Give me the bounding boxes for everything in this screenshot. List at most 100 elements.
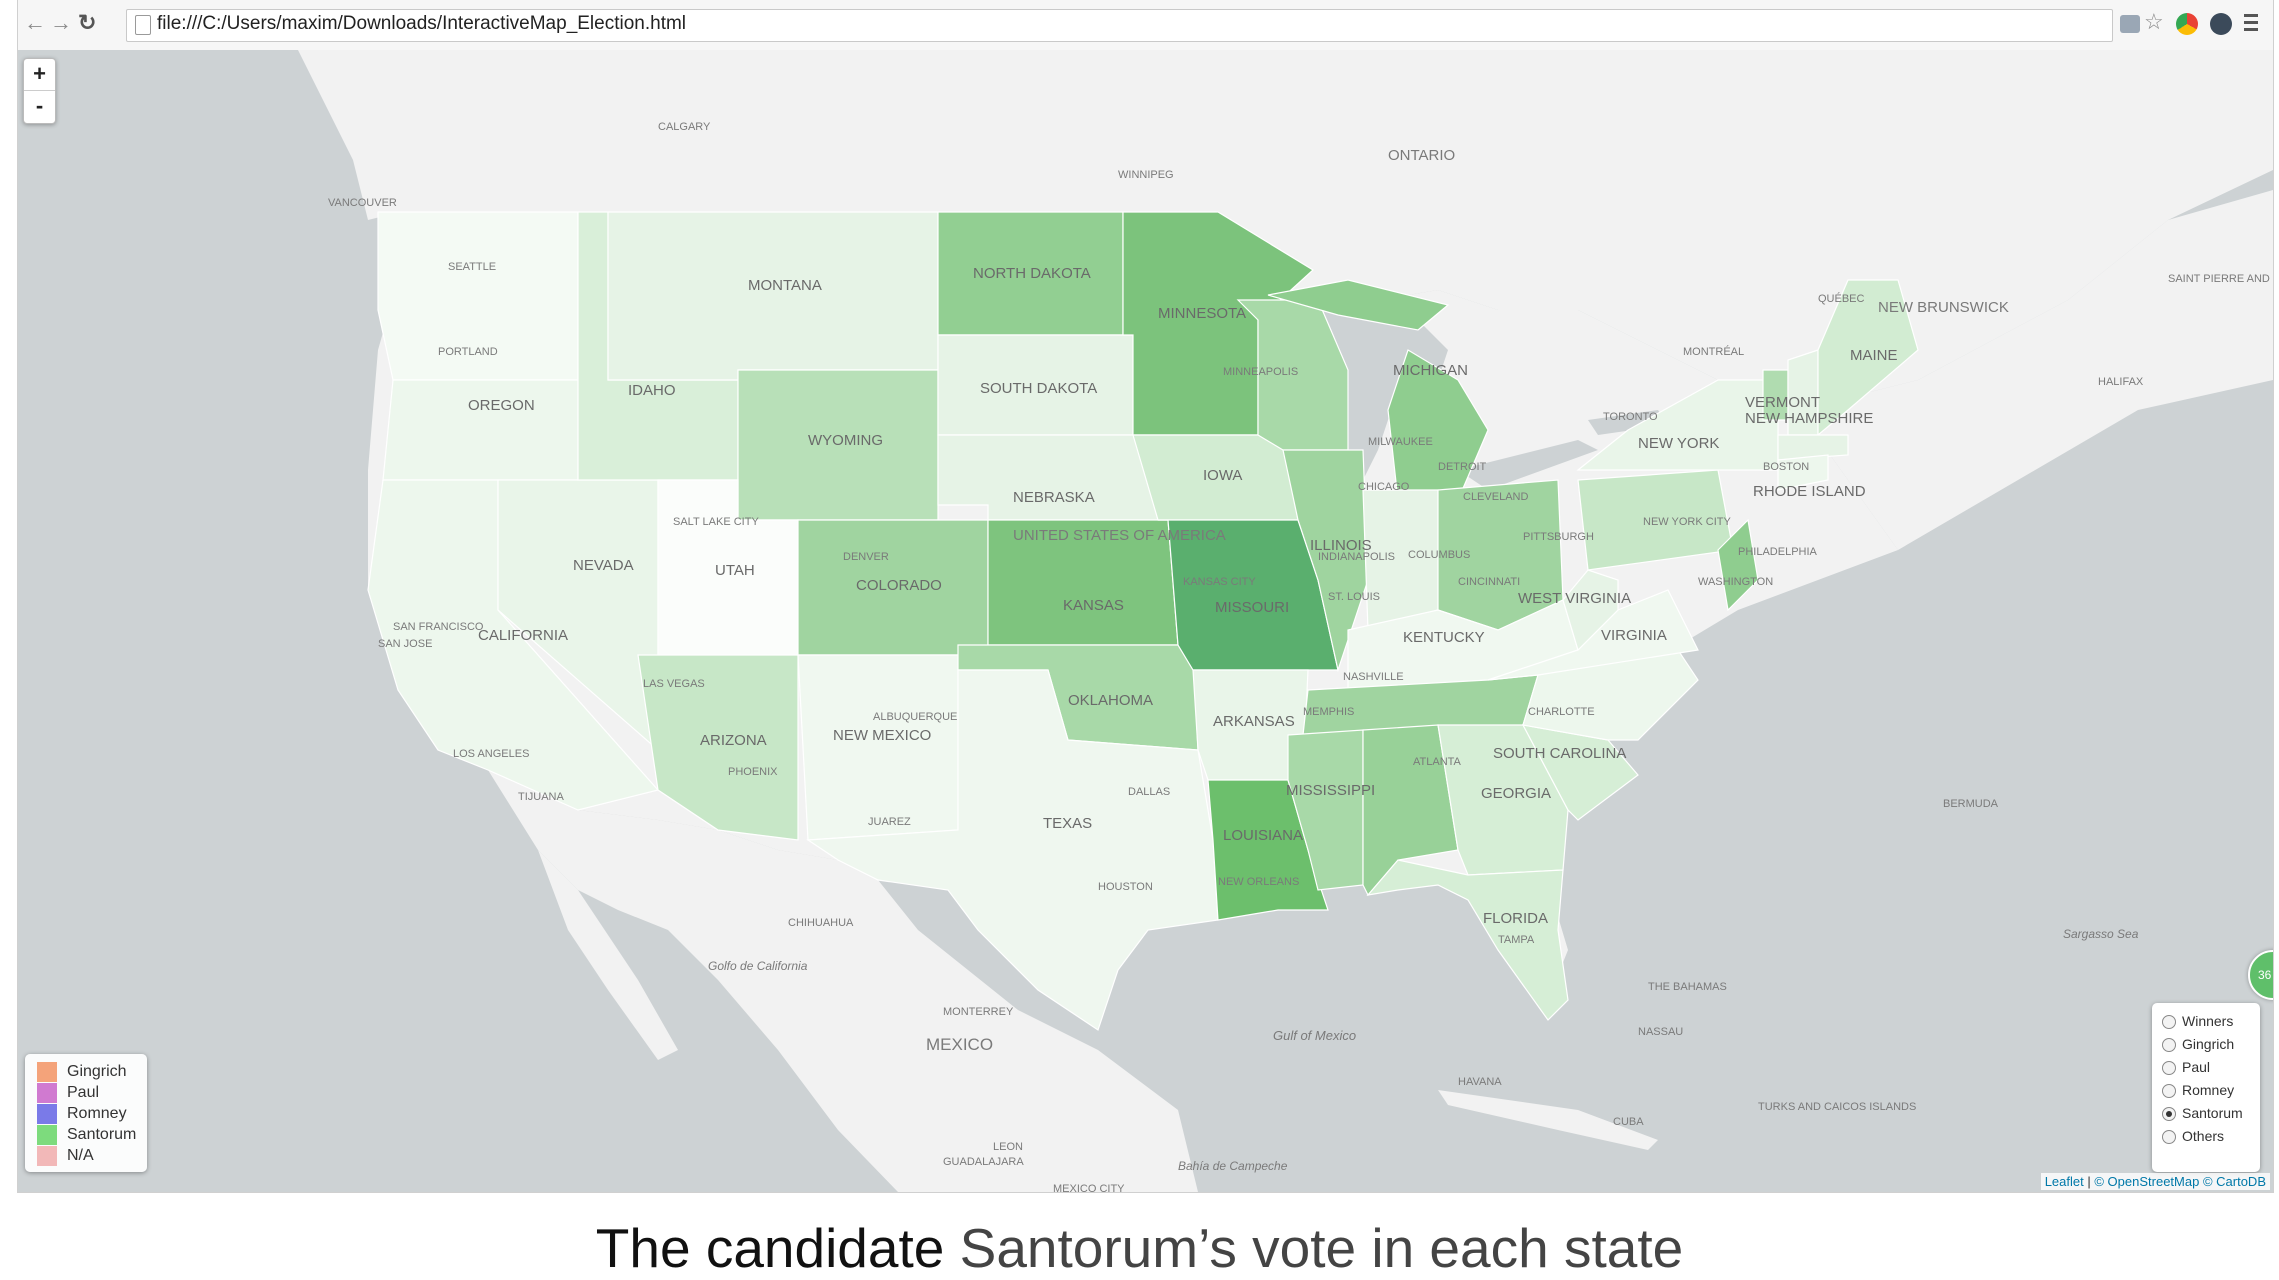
label-atlanta: ATLANTA [1413, 756, 1462, 768]
address-bar[interactable]: file:///C:/Users/maxim/Downloads/Interac… [126, 9, 2113, 42]
layer-label: Winners [2182, 1013, 2234, 1029]
label-pittsburgh: PITTSBURGH [1523, 531, 1594, 543]
layer-label: Others [2182, 1128, 2225, 1144]
layer-label: Gingrich [2182, 1036, 2235, 1052]
state-massachusetts [1777, 434, 1849, 461]
page-icon [135, 15, 151, 35]
zoom-in-button[interactable]: + [33, 61, 46, 86]
layer-label: Romney [2182, 1082, 2235, 1098]
label-winnipeg: WINNIPEG [1118, 169, 1174, 181]
legend-swatch [37, 1062, 57, 1082]
radio-button[interactable] [2162, 1061, 2176, 1075]
label-california: CALIFORNIA [478, 627, 568, 644]
state-new-jersey [1717, 518, 1759, 612]
label-monterrey: MONTERREY [943, 1006, 1014, 1018]
osm-link[interactable]: © OpenStreetMap [2094, 1174, 2200, 1189]
label-halifax: HALIFAX [2098, 376, 2144, 388]
label-calgary: CALGARY [658, 121, 711, 133]
label-albuquerque: ALBUQUERQUE [873, 711, 957, 723]
label-ontario: ONTARIO [1388, 147, 1455, 164]
menu-icon[interactable] [2244, 14, 2258, 36]
label-new-hampshire: NEW HAMPSHIRE [1745, 410, 1873, 427]
legend-swatch [37, 1146, 57, 1166]
carto-link[interactable]: © CartoDB [2202, 1174, 2266, 1189]
label-kansas-city: KANSAS CITY [1183, 576, 1256, 588]
state-illinois [1282, 449, 1369, 673]
label-bahia-campeche: Bahía de Campeche [1178, 1159, 1288, 1173]
label-memphis: MEMPHIS [1303, 706, 1354, 718]
translate-icon[interactable] [2120, 15, 2140, 33]
label-rhode-island: RHODE ISLAND [1753, 483, 1866, 500]
label-toronto: TORONTO [1603, 411, 1658, 423]
map-view[interactable]: CALGARY WINNIPEG ONTARIO VANCOUVER SEATT… [18, 50, 2273, 1192]
label-indianapolis: INDIANAPOLIS [1318, 551, 1395, 563]
label-bermuda: BERMUDA [1943, 798, 1999, 810]
legend-swatch [37, 1104, 57, 1124]
browser-toolbar: ← → ↻ file:///C:/Users/maxim/Downloads/I… [18, 0, 2273, 51]
label-mississippi: MISSISSIPPI [1286, 782, 1375, 799]
forward-arrow-icon[interactable]: → [50, 10, 72, 35]
state-florida [1366, 859, 1569, 1021]
cuba-land [1438, 1090, 1658, 1150]
zoom-out-button[interactable]: - [24, 90, 55, 122]
legend-swatch [37, 1083, 57, 1103]
label-oregon: OREGON [468, 397, 535, 414]
label-south-dakota: SOUTH DAKOTA [980, 380, 1097, 397]
caption-candidate: Santorum’s [959, 1217, 1237, 1279]
url-text: file:///C:/Users/maxim/Downloads/Interac… [157, 13, 687, 34]
extension-chrome-icon[interactable] [2176, 13, 2198, 35]
caption-prefix: The candidate [595, 1217, 960, 1279]
radio-button-selected[interactable] [2162, 1107, 2176, 1121]
radio-button[interactable] [2162, 1084, 2176, 1098]
label-salt-lake-city: SALT LAKE CITY [673, 516, 759, 528]
label-seattle: SEATTLE [448, 261, 496, 273]
label-maine: MAINE [1850, 347, 1898, 364]
label-portland: PORTLAND [438, 346, 498, 358]
radio-button[interactable] [2162, 1015, 2176, 1029]
lake-erie [1458, 440, 1598, 490]
caption-suffix: vote in each state [1236, 1217, 1684, 1279]
label-guadalajara: GUADALAJARA [943, 1156, 1024, 1168]
label-minneapolis: MINNEAPOLIS [1223, 366, 1298, 378]
label-united-states: UNITED STATES OF AMERICA [1013, 527, 1226, 544]
label-tijuana: TIJUANA [518, 791, 565, 803]
label-san-francisco: SAN FRANCISCO [393, 621, 484, 633]
leaflet-link[interactable]: Leaflet [2044, 1174, 2084, 1189]
label-boston: BOSTON [1763, 461, 1809, 473]
label-colorado: COLORADO [856, 577, 942, 594]
label-houston: HOUSTON [1098, 881, 1153, 893]
label-nashville: NASHVILLE [1343, 671, 1404, 683]
label-arkansas: ARKANSAS [1213, 713, 1295, 730]
map-legend: Gingrich Paul Romney Santorum N/A [25, 1054, 147, 1172]
label-saint-pierre: SAINT PIERRE AND MIQUELON [2168, 273, 2273, 285]
bookmark-star-icon[interactable]: ☆ [2144, 9, 2164, 34]
label-montana: MONTANA [748, 277, 822, 294]
map-canvas[interactable]: CALGARY WINNIPEG ONTARIO VANCOUVER SEATT… [18, 50, 2273, 1192]
label-utah: UTAH [715, 562, 755, 579]
figure-caption: The candidate Santorum’s vote in each st… [0, 1216, 2279, 1280]
extension-profile-icon[interactable] [2210, 13, 2232, 35]
label-kentucky: KENTUCKY [1403, 629, 1485, 646]
radio-button[interactable] [2162, 1130, 2176, 1144]
radio-button[interactable] [2162, 1038, 2176, 1052]
label-dallas: DALLAS [1128, 786, 1170, 798]
label-new-orleans: NEW ORLEANS [1218, 876, 1299, 888]
reload-icon[interactable]: ↻ [78, 10, 97, 35]
label-cuba: CUBA [1613, 1116, 1644, 1128]
label-san-jose: SAN JOSE [378, 638, 432, 650]
legend-label: Gingrich [67, 1063, 127, 1080]
back-arrow-icon[interactable]: ← [24, 10, 46, 35]
label-milwaukee: MILWAUKEE [1368, 436, 1433, 448]
state-oregon [382, 379, 579, 481]
northeast-land [1798, 190, 2273, 550]
label-chihuahua: CHIHUAHUA [788, 917, 854, 929]
layer-label: Santorum [2182, 1105, 2243, 1121]
legend-label: Paul [67, 1084, 100, 1101]
label-turks-caicos: TURKS AND CAICOS ISLANDS [1758, 1101, 1916, 1113]
label-vermont: VERMONT [1745, 394, 1820, 411]
states-layer[interactable] [367, 211, 1919, 1031]
label-michigan: MICHIGAN [1393, 362, 1468, 379]
label-louisiana: LOUISIANA [1223, 827, 1303, 844]
label-nebraska: NEBRASKA [1013, 489, 1095, 506]
label-new-york-city: NEW YORK CITY [1643, 516, 1731, 528]
